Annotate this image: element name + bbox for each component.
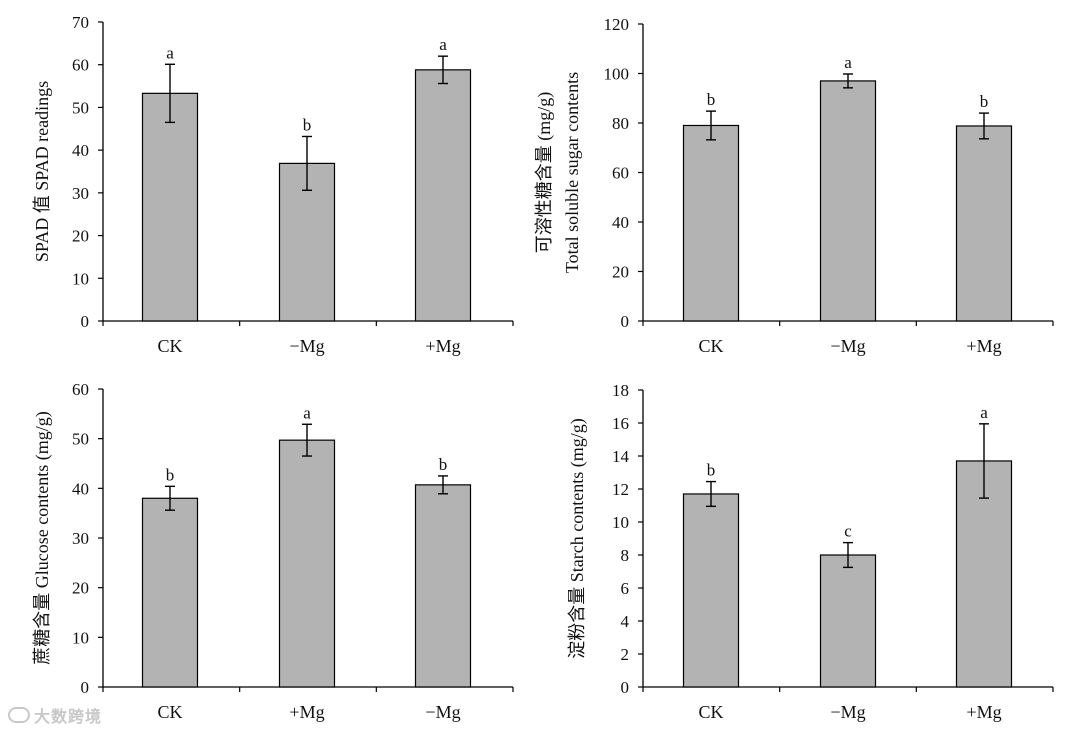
watermark-logo-icon: [8, 707, 30, 723]
y-tick-label: 14: [612, 447, 630, 466]
y-tick-label: 2: [621, 645, 630, 664]
y-tick-label: 0: [621, 678, 630, 697]
panel-starch: 0 2 4 6 8 10 12 14 16 18 b CK c −Mg a +Mg 淀粉含量 Starch co…: [567, 381, 1054, 722]
y-tick-label: 80: [612, 114, 629, 133]
y-tick-label: 10: [72, 269, 89, 288]
significance-letter: b: [303, 115, 312, 134]
significance-letter: a: [439, 35, 447, 54]
y-tick-label: 0: [621, 312, 630, 331]
category-label: −Mg: [830, 702, 865, 722]
category-label: +Mg: [425, 336, 460, 356]
bar: [819, 80, 877, 322]
y-tick-label: 60: [72, 380, 89, 399]
significance-letter: a: [844, 53, 852, 72]
y-tick-label: 10: [72, 628, 89, 647]
bar: [414, 69, 472, 322]
y-tick-label: 120: [604, 15, 630, 34]
y-tick-label: 12: [612, 480, 629, 499]
y-tick-label: 0: [81, 312, 90, 331]
bar: [278, 439, 336, 688]
category-label: +Mg: [289, 702, 324, 722]
y-tick-label: 30: [72, 184, 89, 203]
y-axis-label: 可溶性糖含量 (mg/g): [534, 92, 555, 254]
significance-letter: a: [166, 43, 174, 62]
significance-letter: b: [707, 90, 716, 109]
panel-soluble-sugar: 0 20 40 60 80 100 120 b CK a −Mg b +Mg 可溶性糖含量 (mg/g) T…: [534, 15, 1054, 356]
y-tick-label: 40: [612, 213, 629, 232]
y-tick-label: 40: [72, 479, 89, 498]
y-tick-label: 20: [72, 227, 89, 246]
significance-letter: b: [980, 92, 989, 111]
bar: [819, 554, 877, 688]
y-tick-label: 70: [72, 13, 89, 32]
significance-letter: a: [303, 403, 311, 422]
y-tick-label: 6: [621, 579, 630, 598]
y-tick-label: 4: [621, 612, 630, 631]
y-tick-label: 50: [72, 430, 89, 449]
y-tick-label: 40: [72, 141, 89, 160]
y-axis-label: 蔗糖含量 Glucose contents (mg/g): [32, 411, 53, 664]
category-label: +Mg: [966, 336, 1001, 356]
y-tick-label: 100: [604, 65, 630, 84]
watermark: 大数跨境: [8, 703, 102, 727]
y-axis-label: Total soluble sugar contents: [562, 72, 582, 273]
category-label: +Mg: [966, 702, 1001, 722]
category-label: CK: [157, 702, 182, 722]
y-tick-label: 60: [612, 164, 629, 183]
y-tick-label: 8: [621, 546, 630, 565]
bar: [955, 125, 1013, 322]
panel-spad: 0 10 20 30 40 50 60 70 a CK b −Mg a +Mg SPAD 值 SPAD re…: [32, 13, 514, 356]
y-tick-label: 0: [81, 678, 90, 697]
y-tick-label: 16: [612, 414, 629, 433]
y-tick-label: 10: [612, 513, 629, 532]
panel-glucose: 0 10 20 30 40 50 60 b CK a +Mg b −Mg 蔗糖含量 Glucose con…: [32, 380, 514, 722]
category-label: CK: [698, 336, 723, 356]
bar: [682, 493, 740, 688]
y-tick-label: 20: [72, 579, 89, 598]
significance-letter: b: [707, 461, 716, 480]
y-tick-label: 30: [72, 529, 89, 548]
y-tick-label: 60: [72, 56, 89, 75]
bar: [682, 124, 740, 322]
y-axis-label: SPAD 值 SPAD readings: [32, 81, 52, 262]
category-label: −Mg: [830, 336, 865, 356]
significance-letter: c: [844, 522, 852, 541]
bar: [141, 92, 199, 322]
bar: [141, 497, 199, 688]
watermark-text: 大数跨境: [34, 707, 103, 726]
category-label: CK: [698, 702, 723, 722]
y-tick-label: 20: [612, 263, 629, 282]
y-tick-label: 50: [72, 98, 89, 117]
category-label: −Mg: [289, 336, 324, 356]
significance-letter: b: [166, 465, 175, 484]
y-axis-label: 淀粉含量 Starch contents (mg/g): [567, 418, 588, 658]
y-tick-label: 18: [612, 381, 629, 400]
significance-letter: b: [439, 455, 448, 474]
bar: [414, 484, 472, 688]
category-label: −Mg: [425, 702, 460, 722]
significance-letter: a: [980, 403, 988, 422]
category-label: CK: [157, 336, 182, 356]
